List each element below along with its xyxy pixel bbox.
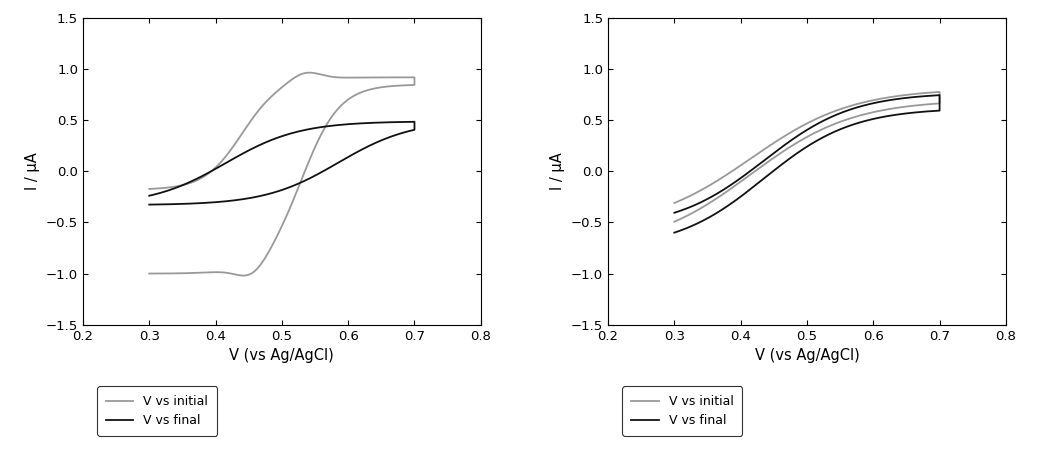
Y-axis label: I / μA: I / μA [551, 152, 565, 190]
X-axis label: V (vs Ag/AgCl): V (vs Ag/AgCl) [755, 348, 860, 363]
Y-axis label: I / μA: I / μA [25, 152, 40, 190]
Legend: V vs initial, V vs final: V vs initial, V vs final [622, 386, 742, 436]
Legend: V vs initial, V vs final: V vs initial, V vs final [97, 386, 217, 436]
X-axis label: V (vs Ag/AgCl): V (vs Ag/AgCl) [229, 348, 334, 363]
